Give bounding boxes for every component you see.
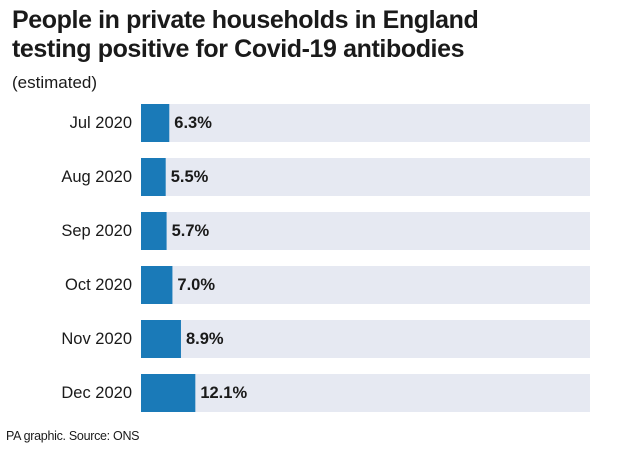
chart-title-line-1: People in private households in England (12, 6, 479, 34)
bar-track (141, 212, 590, 250)
category-label: Dec 2020 (61, 384, 132, 402)
value-label: 8.9% (186, 330, 224, 348)
category-label: Nov 2020 (61, 330, 132, 348)
bar-track (141, 266, 590, 304)
bar (141, 266, 173, 304)
bar (141, 374, 196, 412)
bar-track (141, 374, 590, 412)
bar (141, 320, 181, 358)
bar-track (141, 158, 590, 196)
value-label: 12.1% (200, 384, 247, 402)
value-label: 6.3% (174, 114, 212, 132)
chart-title-line-2: testing positive for Covid-19 antibodies (12, 35, 465, 63)
bar-track (141, 104, 590, 142)
category-label: Jul 2020 (70, 114, 132, 132)
value-label: 5.7% (172, 222, 210, 240)
source-footer: PA graphic. Source: ONS (6, 429, 140, 443)
bar (141, 104, 170, 142)
category-label: Oct 2020 (65, 276, 132, 294)
category-label: Sep 2020 (61, 222, 132, 240)
value-label: 7.0% (177, 276, 215, 294)
value-label: 5.5% (171, 168, 209, 186)
chart-subtitle: (estimated) (12, 73, 98, 92)
bar-track (141, 320, 590, 358)
chart-title: People in private households in England … (12, 6, 628, 64)
bar (141, 212, 167, 250)
bar (141, 158, 166, 196)
category-label: Aug 2020 (61, 168, 132, 186)
